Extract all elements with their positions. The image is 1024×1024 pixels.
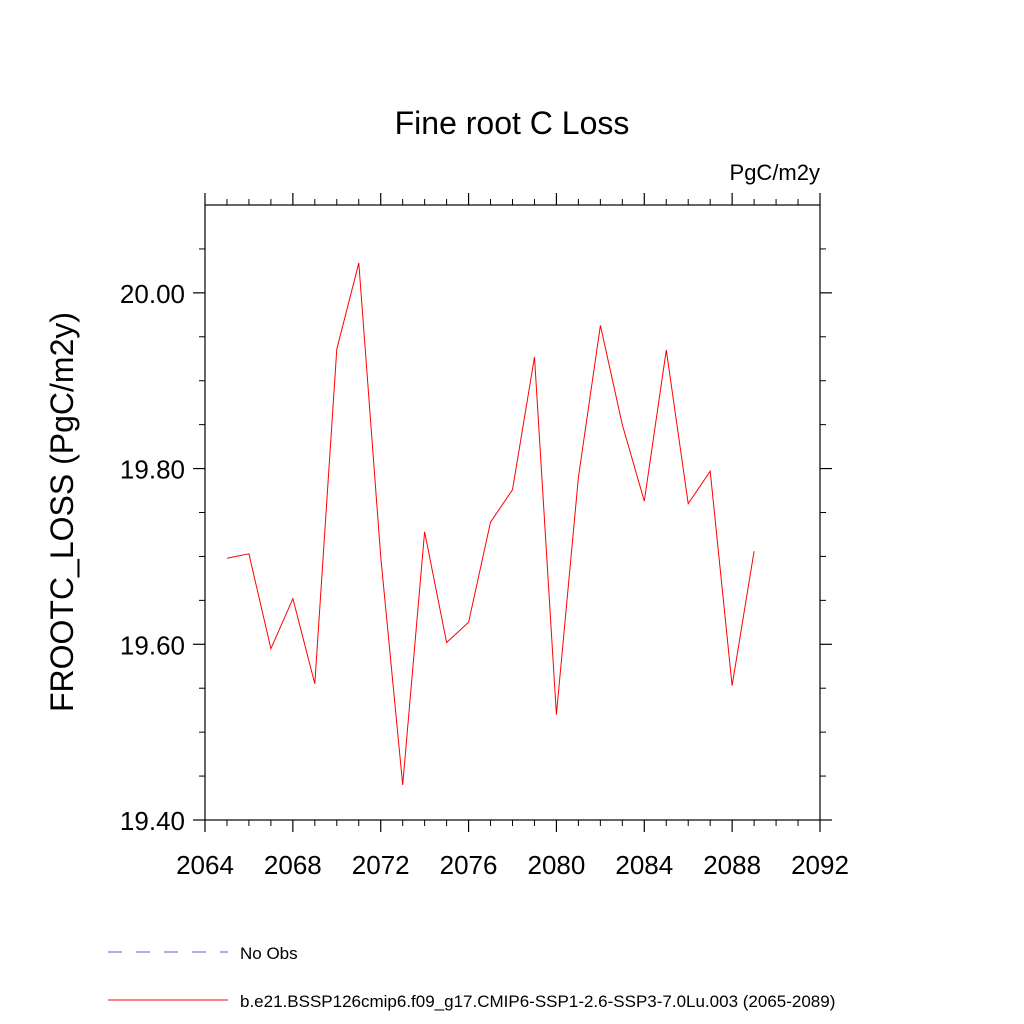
- y-tick-labels: 19.40 19.60 19.80 20.00: [120, 279, 185, 836]
- x-tick-label: 2068: [264, 850, 322, 880]
- x-tick-label: 2088: [703, 850, 761, 880]
- x-tick-label: 2092: [791, 850, 849, 880]
- x-tick-label: 2080: [528, 850, 586, 880]
- y-tick-label: 19.40: [120, 806, 185, 836]
- y-tick-label: 19.60: [120, 630, 185, 660]
- legend-label-no-obs: No Obs: [240, 944, 298, 963]
- x-tick-label: 2084: [615, 850, 673, 880]
- y-axis-label: FROOTC_LOSS (PgC/m2y): [44, 312, 80, 712]
- chart-title: Fine root C Loss: [395, 105, 630, 141]
- axis-ticks: [193, 193, 832, 832]
- plot-frame: [204, 204, 821, 821]
- x-tick-label: 2064: [176, 850, 234, 880]
- series-layer: [226, 262, 755, 785]
- x-tick-labels: 2064 2068 2072 2076 2080 2084 2088 2092: [176, 850, 849, 880]
- y-tick-label: 19.80: [120, 455, 185, 485]
- legend-label-model: b.e21.BSSP126cmip6.f09_g17.CMIP6-SSP1-2.…: [240, 992, 835, 1011]
- x-tick-label: 2076: [440, 850, 498, 880]
- y-tick-label: 20.00: [120, 279, 185, 309]
- units-label: PgC/m2y: [730, 160, 820, 185]
- x-tick-label: 2072: [352, 850, 410, 880]
- series-line: [226, 262, 755, 785]
